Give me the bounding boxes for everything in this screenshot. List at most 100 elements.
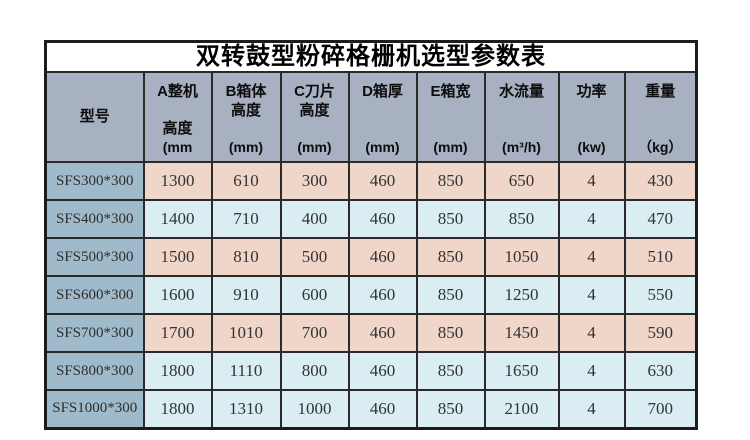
value-cell: 910: [210, 275, 282, 315]
value-cell: 1600: [142, 275, 213, 315]
value-cell: 1400: [142, 199, 213, 239]
column-label-line2: 高度: [230, 101, 261, 119]
column-label: E箱宽: [430, 83, 471, 100]
value-cell: 460: [347, 275, 418, 315]
value-cell: 1010: [210, 313, 282, 353]
value-cell: 400: [279, 199, 350, 239]
value-cell: 4: [557, 199, 626, 239]
model-cell: SFS400*300: [44, 199, 145, 239]
page-title: 双转鼓型粉碎格栅机选型参数表: [196, 43, 547, 70]
value-cell: 470: [623, 199, 698, 239]
value-cell: 850: [415, 351, 486, 391]
value-cell: 4: [557, 389, 626, 429]
column-unit: (mm): [365, 138, 400, 155]
value-cell: 460: [347, 199, 418, 239]
value-cell: 810: [210, 237, 282, 277]
header-cell-d-thickness: D箱厚 (mm): [347, 71, 418, 163]
value-cell: 600: [279, 275, 350, 315]
table-row: SFS500*300 1500 810 500 460 850 1050 4 5…: [44, 237, 698, 277]
value-cell: 460: [347, 161, 418, 201]
value-cell: 460: [347, 351, 418, 391]
value-cell: 1450: [483, 313, 560, 353]
model-cell: SFS300*300: [44, 161, 145, 201]
header-row: 型号 A整机 高度 (mm B箱体 高度 (mm) C刀片: [44, 71, 698, 163]
column-label: 功率: [576, 83, 607, 100]
value-cell: 4: [557, 351, 626, 391]
value-cell: 550: [623, 275, 698, 315]
header-cell-flow: 水流量 (m³/h): [483, 71, 560, 163]
table-row: SFS300*300 1300 610 300 460 850 650 4 43…: [44, 161, 698, 201]
column-unit: (mm): [433, 138, 468, 155]
header-cell-c-height: C刀片 高度 (mm): [279, 71, 350, 163]
value-cell: 850: [483, 199, 560, 239]
value-cell: 850: [415, 275, 486, 315]
column-unit: (mm: [162, 138, 193, 155]
spec-table: 双转鼓型粉碎格栅机选型参数表 型号 A整机 高度 (mm B箱体 高度: [44, 40, 699, 430]
value-cell: 1110: [210, 351, 282, 391]
column-unit: (mm): [297, 138, 332, 155]
value-cell: 1000: [279, 389, 350, 429]
value-cell: 4: [557, 275, 626, 315]
value-cell: 590: [623, 313, 698, 353]
column-unit: (m³/h): [502, 138, 541, 155]
value-cell: 460: [347, 389, 418, 429]
table-row: SFS600*300 1600 910 600 460 850 1250 4 5…: [44, 275, 698, 315]
column-label-line2: 高度: [162, 119, 193, 137]
column-label: D箱厚: [362, 83, 403, 100]
value-cell: 1700: [142, 313, 213, 353]
column-label: B箱体: [225, 83, 267, 100]
value-cell: 500: [279, 237, 350, 277]
value-cell: 850: [415, 199, 486, 239]
value-cell: 1800: [142, 351, 213, 391]
table-title-cell: 双转鼓型粉碎格栅机选型参数表: [44, 40, 698, 73]
table-row: SFS400*300 1400 710 400 460 850 850 4 47…: [44, 199, 698, 239]
value-cell: 460: [347, 237, 418, 277]
model-cell: SFS800*300: [44, 351, 145, 391]
value-cell: 700: [623, 389, 698, 429]
value-cell: 4: [557, 237, 626, 277]
value-cell: 4: [557, 313, 626, 353]
column-unit: (kw): [577, 138, 606, 155]
column-unit: （kg）: [638, 138, 683, 155]
value-cell: 1500: [142, 237, 213, 277]
header-cell-weight: 重量 （kg）: [623, 71, 698, 163]
value-cell: 1800: [142, 389, 213, 429]
model-cell: SFS1000*300: [44, 389, 145, 429]
value-cell: 630: [623, 351, 698, 391]
value-cell: 430: [623, 161, 698, 201]
value-cell: 650: [483, 161, 560, 201]
model-cell: SFS600*300: [44, 275, 145, 315]
column-label: C刀片: [294, 83, 335, 100]
value-cell: 710: [210, 199, 282, 239]
spec-table-wrapper: 双转鼓型粉碎格栅机选型参数表 型号 A整机 高度 (mm B箱体 高度: [44, 40, 699, 430]
column-label: 水流量: [498, 83, 544, 100]
column-label: 重量: [645, 83, 676, 100]
value-cell: 4: [557, 161, 626, 201]
column-label: A整机: [157, 83, 198, 100]
header-cell-model: 型号: [44, 71, 145, 163]
value-cell: 1050: [483, 237, 560, 277]
value-cell: 850: [415, 161, 486, 201]
value-cell: 2100: [483, 389, 560, 429]
table-row: SFS700*300 1700 1010 700 460 850 1450 4 …: [44, 313, 698, 353]
value-cell: 460: [347, 313, 418, 353]
value-cell: 800: [279, 351, 350, 391]
column-unit: (mm): [228, 138, 264, 155]
model-cell: SFS700*300: [44, 313, 145, 353]
column-label: 型号: [79, 107, 110, 125]
value-cell: 1650: [483, 351, 560, 391]
value-cell: 300: [279, 161, 350, 201]
value-cell: 610: [210, 161, 282, 201]
value-cell: 1310: [210, 389, 282, 429]
table-row: SFS800*300 1800 1110 800 460 850 1650 4 …: [44, 351, 698, 391]
title-row: 双转鼓型粉碎格栅机选型参数表: [44, 40, 698, 73]
table-row: SFS1000*300 1800 1310 1000 460 850 2100 …: [44, 389, 698, 429]
column-label-line2: 高度: [299, 101, 330, 119]
value-cell: 510: [623, 237, 698, 277]
header-cell-power: 功率 (kw): [557, 71, 626, 163]
header-cell-a-height: A整机 高度 (mm: [142, 71, 213, 163]
model-cell: SFS500*300: [44, 237, 145, 277]
header-cell-e-width: E箱宽 (mm): [415, 71, 486, 163]
value-cell: 1250: [483, 275, 560, 315]
value-cell: 850: [415, 389, 486, 429]
